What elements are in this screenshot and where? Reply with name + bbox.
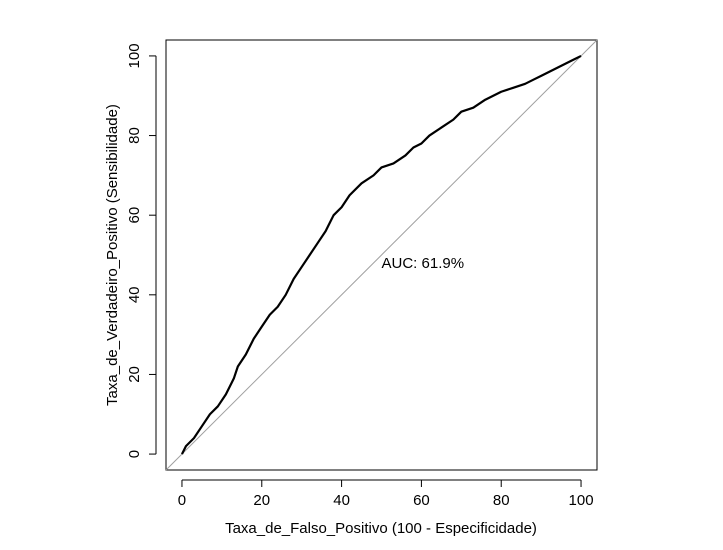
- x-tick-label: 20: [253, 492, 270, 509]
- auc-annotation: AUC: 61.9%: [382, 255, 465, 272]
- plot-frame: [165, 39, 598, 471]
- reference-diagonal: [165, 39, 598, 471]
- roc-curve: [180, 54, 582, 455]
- x-tick-label: 40: [333, 492, 350, 509]
- y-axis-title: Taxa_de_Verdadeiro_Positivo (Sensibilida…: [104, 104, 121, 406]
- x-axis: 0 20 40 60 80 100: [178, 479, 594, 509]
- y-tick-label: 100: [126, 43, 143, 68]
- y-tick-label: 20: [126, 366, 143, 383]
- x-tick-label: 60: [413, 492, 430, 509]
- y-tick-label: 0: [126, 450, 143, 458]
- y-axis: 0 20 40 60 80 100: [126, 43, 157, 458]
- reference-line: [165, 39, 598, 471]
- y-tick-label: 60: [126, 207, 143, 224]
- y-tick-label: 80: [126, 127, 143, 144]
- x-tick-label: 0: [178, 492, 186, 509]
- y-tick-label: 40: [126, 286, 143, 303]
- x-tick-label: 80: [493, 492, 510, 509]
- roc-curve-line: [180, 54, 582, 455]
- x-axis-title: Taxa_de_Falso_Positivo (100 - Especifici…: [225, 520, 537, 537]
- x-tick-label: 100: [569, 492, 594, 509]
